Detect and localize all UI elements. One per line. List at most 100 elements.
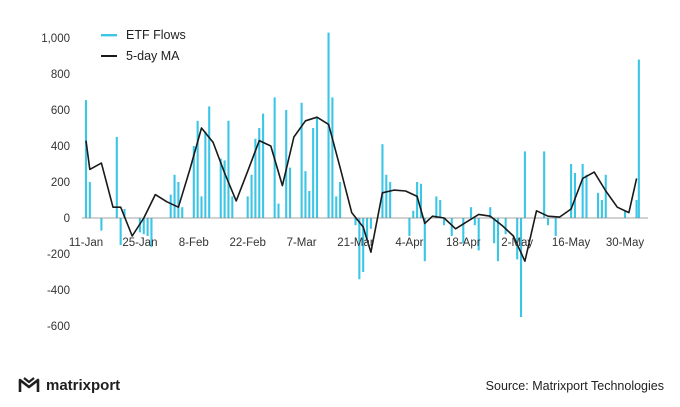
flow-bar-68 (450, 218, 453, 236)
flow-bar-54 (381, 144, 384, 218)
flow-bar-49 (354, 218, 357, 226)
y-tick-label: 200 (51, 177, 70, 189)
flow-bar-5 (115, 137, 118, 218)
flow-bar-79 (516, 218, 519, 260)
brand: matrixport (18, 376, 120, 394)
flow-bar-15 (169, 194, 172, 218)
flow-bar-24 (219, 158, 222, 218)
flow-bar-55 (385, 174, 388, 218)
flow-bar-87 (554, 218, 557, 236)
y-tick-label: 1,000 (41, 33, 70, 45)
legend-line-label: 5-day MA (126, 49, 180, 63)
y-tick-label: 0 (64, 213, 70, 225)
flow-bar-76 (496, 218, 499, 262)
y-tick-label: 600 (51, 105, 70, 117)
flow-bar-73 (477, 218, 480, 251)
x-tick-label: 21-Mar (337, 237, 374, 249)
y-tick-label: 400 (51, 141, 70, 153)
flow-bar-3 (100, 218, 103, 231)
flow-bar-90 (573, 173, 576, 218)
flow-bar-23 (208, 106, 211, 218)
flow-bar-75 (493, 218, 496, 244)
legend: ETF Flows 5-day MA (101, 28, 186, 63)
x-tick-label: 25-Jan (122, 237, 157, 249)
legend-bar-swatch (101, 34, 117, 37)
flow-bar-94 (597, 192, 600, 218)
five-day-ma-line (85, 116, 638, 262)
flow-bar-72 (473, 218, 476, 226)
x-tick-label: 2-May (501, 237, 533, 249)
flow-bar-extra (637, 59, 640, 218)
flow-bar-6 (119, 218, 122, 245)
flow-bar-43 (315, 117, 319, 218)
flow-bar-27 (231, 196, 234, 218)
flow-bar-41 (308, 191, 311, 218)
footer: matrixport Source: Matrixport Technologi… (0, 366, 680, 407)
source-credit: Source: Matrixport Technologies (485, 379, 664, 393)
x-tick-label: 18-Apr (446, 237, 481, 249)
flow-bar-21 (200, 196, 203, 218)
flow-bar-1 (88, 182, 91, 218)
flow-bar-10 (142, 218, 145, 235)
flow-bar-16 (173, 174, 176, 218)
flow-bar-39 (300, 102, 303, 218)
flow-bar-31 (254, 138, 257, 218)
x-tick-label: 22-Feb (229, 237, 265, 249)
flow-bar-40 (304, 171, 307, 218)
y-tick-label: 800 (51, 69, 70, 81)
flow-bar-53 (369, 218, 372, 229)
flow-bar-69 (462, 218, 465, 244)
flow-bar-96 (604, 174, 607, 218)
flow-bar-51 (362, 218, 365, 272)
x-tick-label: 7-Mar (287, 237, 317, 249)
flow-bar-62 (419, 183, 422, 218)
brand-name: matrixport (46, 376, 121, 394)
flow-bar-92 (581, 164, 584, 218)
y-tick-label: -400 (47, 285, 70, 297)
flow-bar-64 (435, 196, 438, 218)
matrixport-logo-icon (18, 377, 40, 392)
flow-bar-66 (443, 218, 446, 226)
flow-bar-78 (504, 218, 507, 235)
y-axis-ticks: -600 -400 -200 0 200 400 600 800 1,000 (41, 33, 70, 333)
flow-bar-85 (546, 218, 550, 226)
flow-bar-65 (439, 200, 442, 218)
flow-bar-22 (204, 131, 207, 218)
flow-bar-37 (285, 110, 288, 218)
flow-bar-84 (543, 151, 546, 218)
flow-bar-52 (366, 218, 369, 240)
flow-bar-80 (520, 218, 523, 317)
x-tick-label: 4-Apr (395, 237, 423, 249)
chart: -600 -400 -200 0 200 400 600 800 1,000 11-Jan 25-… (41, 28, 649, 333)
flow-bar-20 (196, 120, 199, 218)
flow-bar-45 (331, 97, 334, 218)
flow-bar-74 (489, 207, 492, 218)
y-tick-label: -200 (47, 249, 70, 261)
flow-bar-32 (258, 128, 261, 218)
x-tick-label: 30-May (606, 237, 645, 249)
flow-bar-50 (358, 218, 361, 280)
flow-bar-33 (262, 113, 265, 218)
flow-bar-17 (177, 182, 180, 218)
flow-bar-29 (246, 196, 249, 218)
flow-bar-26 (227, 120, 230, 218)
flow-bar-93 (585, 174, 588, 218)
flow-bar-102 (635, 200, 638, 218)
flow-bar-47 (339, 182, 342, 218)
flow-bar-61 (416, 182, 419, 218)
legend-bar-label: ETF Flows (126, 28, 186, 42)
flow-bar-7 (123, 209, 126, 218)
flow-bar-19 (192, 146, 195, 218)
y-tick-label: -600 (47, 321, 70, 333)
flow-bar-95 (600, 200, 603, 218)
x-tick-label: 16-May (552, 237, 591, 249)
flow-bar-71 (469, 207, 473, 218)
flow-bar-12 (150, 218, 153, 247)
flow-bar-11 (146, 218, 149, 236)
flow-bar-42 (312, 128, 315, 218)
flow-bar-60 (412, 210, 415, 218)
flow-bar-56 (389, 182, 392, 218)
x-axis-ticks: 11-Jan 25-Jan 8-Feb 22-Feb 7-Mar 21-Mar 4-Apr 1… (69, 237, 645, 249)
flow-bar-63 (423, 218, 426, 262)
bars-layer (84, 32, 640, 317)
